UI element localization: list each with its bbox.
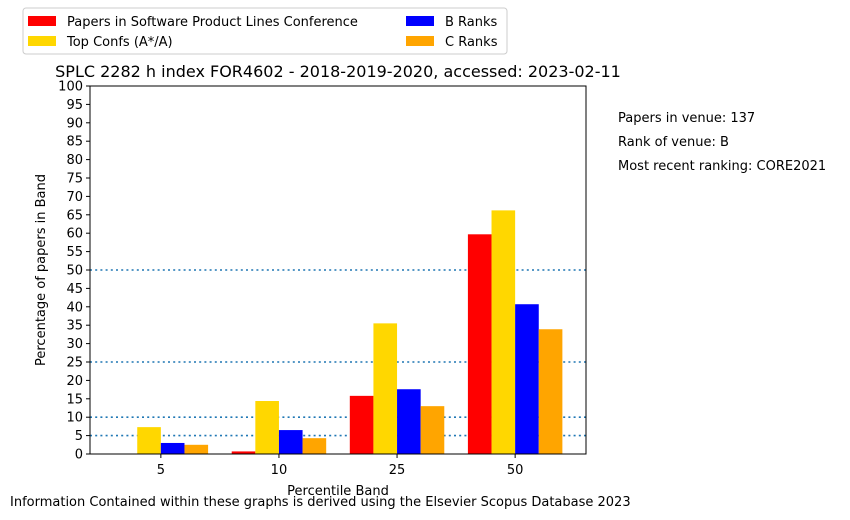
y-tick-label: 15 [66, 392, 83, 407]
y-tick-label: 80 [66, 153, 83, 168]
bar [255, 401, 279, 454]
legend-label: Papers in Software Product Lines Confere… [67, 15, 358, 30]
bar [491, 210, 516, 454]
y-tick-label: 100 [58, 80, 83, 95]
y-tick-label: 0 [75, 448, 83, 463]
x-axis-label: Percentile Band [287, 484, 389, 499]
bars [137, 210, 563, 454]
bar [349, 395, 374, 454]
bar [515, 304, 539, 454]
bar [397, 389, 421, 454]
y-axis-label: Percentage of papers in Band [34, 174, 49, 366]
y-tick-label: 45 [66, 282, 83, 297]
y-tick-label: 85 [66, 135, 83, 150]
x-axis: 5 10 25 50 [157, 454, 524, 478]
bar [467, 234, 492, 454]
y-axis: 0 5 10 15 20 25 30 35 40 45 50 55 60 65 70 75 80 85 90 95 10… [58, 80, 90, 463]
y-tick-label: 75 [66, 172, 83, 187]
legend-swatch [406, 36, 434, 46]
x-tick-label: 10 [271, 463, 288, 478]
y-tick-label: 40 [66, 300, 83, 315]
y-tick-label: 60 [66, 227, 83, 242]
x-tick-label: 25 [389, 463, 406, 478]
y-tick-label: 5 [75, 429, 83, 444]
y-tick-label: 50 [66, 264, 83, 279]
legend: Papers in Software Product Lines Confere… [22, 7, 508, 55]
bar [302, 438, 327, 454]
bar [184, 444, 209, 454]
legend-swatch [28, 36, 56, 46]
legend-label: B Ranks [445, 15, 498, 30]
y-tick-label: 20 [66, 374, 83, 389]
legend-swatch [28, 16, 56, 26]
rank-of-venue-note: Rank of venue: B [618, 135, 729, 150]
bar [538, 329, 563, 454]
y-tick-label: 95 [66, 98, 83, 113]
chart-title: SPLC 2282 h index FOR4602 - 2018-2019-20… [55, 62, 621, 81]
bar [278, 430, 303, 454]
bar [160, 442, 185, 454]
recent-ranking-note: Most recent ranking: CORE2021 [618, 159, 827, 174]
y-tick-label: 30 [66, 337, 83, 352]
y-tick-label: 55 [66, 245, 83, 260]
y-tick-label: 35 [66, 319, 83, 334]
footer-note: Information Contained within these graph… [10, 495, 631, 510]
legend-label: Top Confs (A*/A) [66, 35, 173, 50]
legend-label: C Ranks [445, 35, 498, 50]
x-tick-label: 50 [507, 463, 524, 478]
y-tick-label: 10 [66, 411, 83, 426]
bar [137, 427, 161, 454]
papers-in-venue-note: Papers in venue: 137 [618, 111, 756, 126]
legend-frame [22, 7, 508, 55]
x-tick-label: 5 [157, 463, 165, 478]
bar [420, 406, 445, 454]
bar [373, 323, 398, 454]
y-tick-label: 65 [66, 208, 83, 223]
legend-swatch [406, 16, 434, 26]
y-tick-label: 70 [66, 190, 83, 205]
bar [231, 451, 256, 454]
y-tick-label: 90 [66, 116, 83, 131]
y-tick-label: 25 [66, 356, 83, 371]
